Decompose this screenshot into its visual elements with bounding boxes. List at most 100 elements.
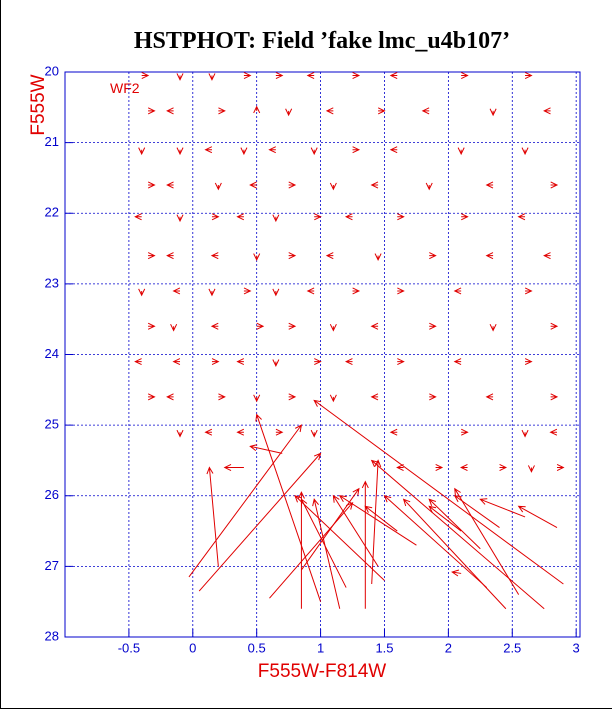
x-tick-label: 2: [445, 640, 452, 655]
arrow: [461, 428, 469, 436]
arrow: [253, 105, 261, 114]
plot-frame: [64, 71, 581, 638]
arrow: [269, 501, 354, 599]
arrow: [453, 495, 500, 528]
arrow: [361, 480, 369, 609]
arrow: [429, 393, 437, 401]
arrow: [370, 393, 379, 401]
arrow: [550, 322, 559, 330]
arrow: [489, 108, 497, 117]
arrow: [374, 253, 382, 262]
arrow: [389, 72, 398, 80]
arrow: [176, 147, 184, 156]
arrow: [313, 399, 564, 585]
arrow: [218, 107, 226, 115]
arrow: [310, 147, 318, 156]
arrow: [461, 213, 469, 221]
x-axis-label: F555W-F814W: [258, 661, 387, 682]
arrow: [204, 428, 213, 436]
arrow: [306, 287, 315, 295]
arrow: [397, 213, 405, 221]
arrow: [314, 358, 322, 366]
arrow: [556, 464, 565, 471]
arrow: [285, 108, 293, 117]
arrow: [453, 287, 462, 295]
x-tick-label: 1: [317, 640, 324, 655]
x-tick-label: 1.5: [375, 640, 393, 655]
arrow: [288, 393, 297, 401]
arrow: [147, 322, 156, 330]
x-tick-label: 0: [189, 640, 196, 655]
arrow: [170, 323, 178, 332]
x-tick-label: 2.5: [503, 640, 521, 655]
arrow: [297, 491, 305, 609]
y-axis-label: F555W: [28, 74, 49, 135]
arrow: [294, 494, 385, 581]
arrow: [134, 213, 142, 221]
arrow: [147, 181, 156, 189]
arrow: [370, 181, 379, 189]
arrow: [396, 464, 404, 471]
arrow: [188, 424, 303, 578]
chart-title: HSTPHOT: Field ’fake lmc_u4b107’: [134, 28, 510, 54]
arrow: [543, 107, 551, 115]
arrow: [275, 72, 284, 80]
arrow: [485, 393, 494, 401]
y-tick-label: 25: [45, 417, 59, 432]
arrow: [272, 288, 280, 297]
arrow: [397, 287, 405, 295]
y-tick-label: 22: [45, 205, 59, 220]
arrow: [310, 429, 318, 438]
arrow: [332, 494, 379, 567]
x-tick-label: -0.5: [118, 640, 140, 655]
arrow: [489, 323, 497, 332]
arrow: [429, 322, 437, 330]
arrow: [425, 182, 433, 191]
arrow: [329, 323, 337, 332]
arrow: [364, 505, 398, 532]
arrow: [223, 464, 244, 471]
arrow: [524, 287, 533, 295]
arrow: [218, 393, 226, 401]
arrow: [172, 358, 181, 366]
arrow: [325, 252, 334, 260]
arrow: [485, 252, 494, 260]
arrow: [166, 252, 174, 260]
arrow: [198, 452, 322, 592]
arrow: [457, 147, 465, 156]
arrow: [176, 214, 184, 223]
arrow: [243, 72, 252, 80]
arrow: [288, 322, 297, 330]
arrow: [479, 498, 526, 518]
arrow: [214, 182, 222, 191]
arrow: [206, 466, 219, 567]
arrow: [371, 459, 382, 585]
arrow: [517, 505, 558, 528]
arrow: [314, 213, 322, 221]
arrow: [453, 358, 462, 366]
arrow: [428, 505, 462, 532]
arrow: [166, 393, 174, 401]
arrow: [454, 487, 520, 595]
arrow: [344, 358, 353, 366]
arrow: [249, 444, 283, 454]
arrow: [211, 213, 220, 221]
arrow: [138, 288, 146, 297]
arrow: [352, 72, 361, 80]
arrow: [253, 253, 261, 262]
arrow: [344, 213, 353, 221]
arrow: [550, 181, 559, 189]
arrow: [485, 181, 494, 189]
y-tick-label: 24: [45, 346, 59, 361]
x-tick-label: 0.5: [248, 640, 266, 655]
arrow: [243, 287, 252, 295]
arrow: [549, 428, 558, 436]
arrow: [255, 413, 322, 602]
y-tick-label: 26: [45, 487, 59, 502]
arrow: [389, 428, 398, 436]
arrow: [172, 287, 181, 295]
arrow: [352, 287, 361, 295]
arrow: [329, 394, 337, 403]
